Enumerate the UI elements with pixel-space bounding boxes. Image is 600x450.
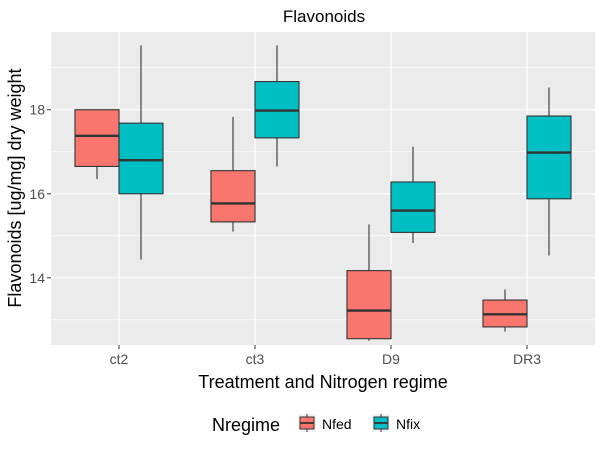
box-nfed-d9: [346, 224, 392, 341]
chart-title: Flavonoids: [283, 7, 365, 26]
x-tick-label: ct3: [246, 351, 265, 367]
box-series: [74, 45, 572, 341]
box-nfed-dr3: [482, 289, 528, 332]
box-body: [526, 115, 572, 200]
y-tick-label: 16: [29, 186, 45, 202]
box-body: [74, 109, 120, 167]
y-axis-title: Flavonoids [ug/mg] dry weight: [5, 68, 25, 307]
x-tick-label: D9: [382, 351, 400, 367]
box-nfix-ct3: [254, 45, 300, 167]
x-tick-label: DR3: [513, 351, 541, 367]
legend-item-nfix: Nfix: [372, 414, 420, 432]
series-nfed: [74, 109, 528, 341]
box-nfed-ct2: [74, 109, 120, 180]
box-nfix-ct2: [118, 45, 164, 260]
legend-label-nfed: Nfed: [322, 416, 352, 432]
x-axis-ticks: ct2 ct3 D9 DR3: [110, 345, 541, 367]
box-nfed-ct3: [210, 116, 256, 232]
y-tick-label: 18: [29, 102, 45, 118]
series-nfix: [118, 45, 572, 260]
box-body: [346, 270, 392, 340]
box-body: [390, 181, 436, 233]
y-axis-ticks: 14 16 18: [29, 102, 51, 286]
box-nfix-d9: [390, 146, 436, 243]
legend-item-nfed: Nfed: [298, 414, 352, 432]
legend: Nregime Nfed Nfix: [212, 414, 420, 435]
x-axis-title: Treatment and Nitrogen regime: [198, 372, 447, 392]
legend-label-nfix: Nfix: [396, 416, 420, 432]
box-body: [210, 170, 256, 223]
box-body: [118, 122, 164, 195]
legend-title: Nregime: [212, 415, 280, 435]
box-nfix-dr3: [526, 87, 572, 256]
y-tick-label: 14: [29, 270, 45, 286]
x-tick-label: ct2: [110, 351, 129, 367]
